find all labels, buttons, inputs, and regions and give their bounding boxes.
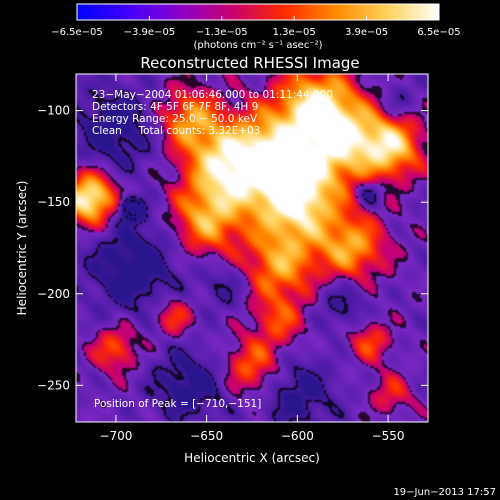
colorbar-unit-label: (photons cm⁻² s⁻¹ asec⁻²) [193,40,322,51]
info-line-counts: Clean Total counts: 3.32E+03 [92,125,261,137]
x-axis-ticks: −700 −650 −600 −550 [99,74,405,443]
peak-position-label: Position of Peak = [−710,−151] [94,398,261,410]
colorbar-gradient [76,3,440,21]
plot-area: −700 −650 −600 −550 −100 −150 −200 −250 [37,73,429,443]
observation-info: 23−May−2004 01:06:46.000 to 01:11:44.000… [92,89,333,410]
plot-frame [75,73,429,423]
colorbar-tick-label: −6.5e−05 [51,27,103,38]
y-tick-label: −250 [37,378,70,392]
x-tick-label: −650 [190,429,223,443]
x-axis-title: Heliocentric X (arcsec) [184,451,320,465]
x-tick-label: −600 [281,429,314,443]
y-tick-label: −100 [37,104,70,118]
colorbar-tick-label: −1.3e−05 [196,27,248,38]
footer-date: 19−Jun−2013 17:57 [393,487,496,498]
colorbar-tick-label: 1.3e−05 [273,27,316,38]
x-tick-label: −700 [99,429,132,443]
colorbar-tick-label: −3.9e−05 [124,27,176,38]
y-axis-title: Heliocentric Y (arcsec) [15,181,29,316]
colorbar-ticks: −6.5e−05 −3.9e−05 −1.3e−05 1.3e−05 3.9e−05 6.… [51,16,461,38]
y-tick-label: −150 [37,195,70,209]
info-line-time: 23−May−2004 01:06:46.000 to 01:11:44.000 [92,89,333,101]
y-axis-ticks: −100 −150 −200 −250 [37,104,428,392]
info-line-detectors: Detectors: 4F 5F 6F 7F 8F, 4H 9 [92,101,258,113]
x-tick-label: −550 [372,429,405,443]
plot-title: Reconstructed RHESSI Image [140,54,359,72]
colorbar: −6.5e−05 −3.9e−05 −1.3e−05 1.3e−05 3.9e−05 6.… [51,3,461,51]
info-line-energy: Energy Range: 25.0 − 50.0 keV [92,113,258,125]
colorbar-tick-label: 6.5e−05 [417,27,460,38]
colorbar-tick-label: 3.9e−05 [345,27,388,38]
heatmap-image [76,74,428,422]
y-tick-label: −200 [37,287,70,301]
